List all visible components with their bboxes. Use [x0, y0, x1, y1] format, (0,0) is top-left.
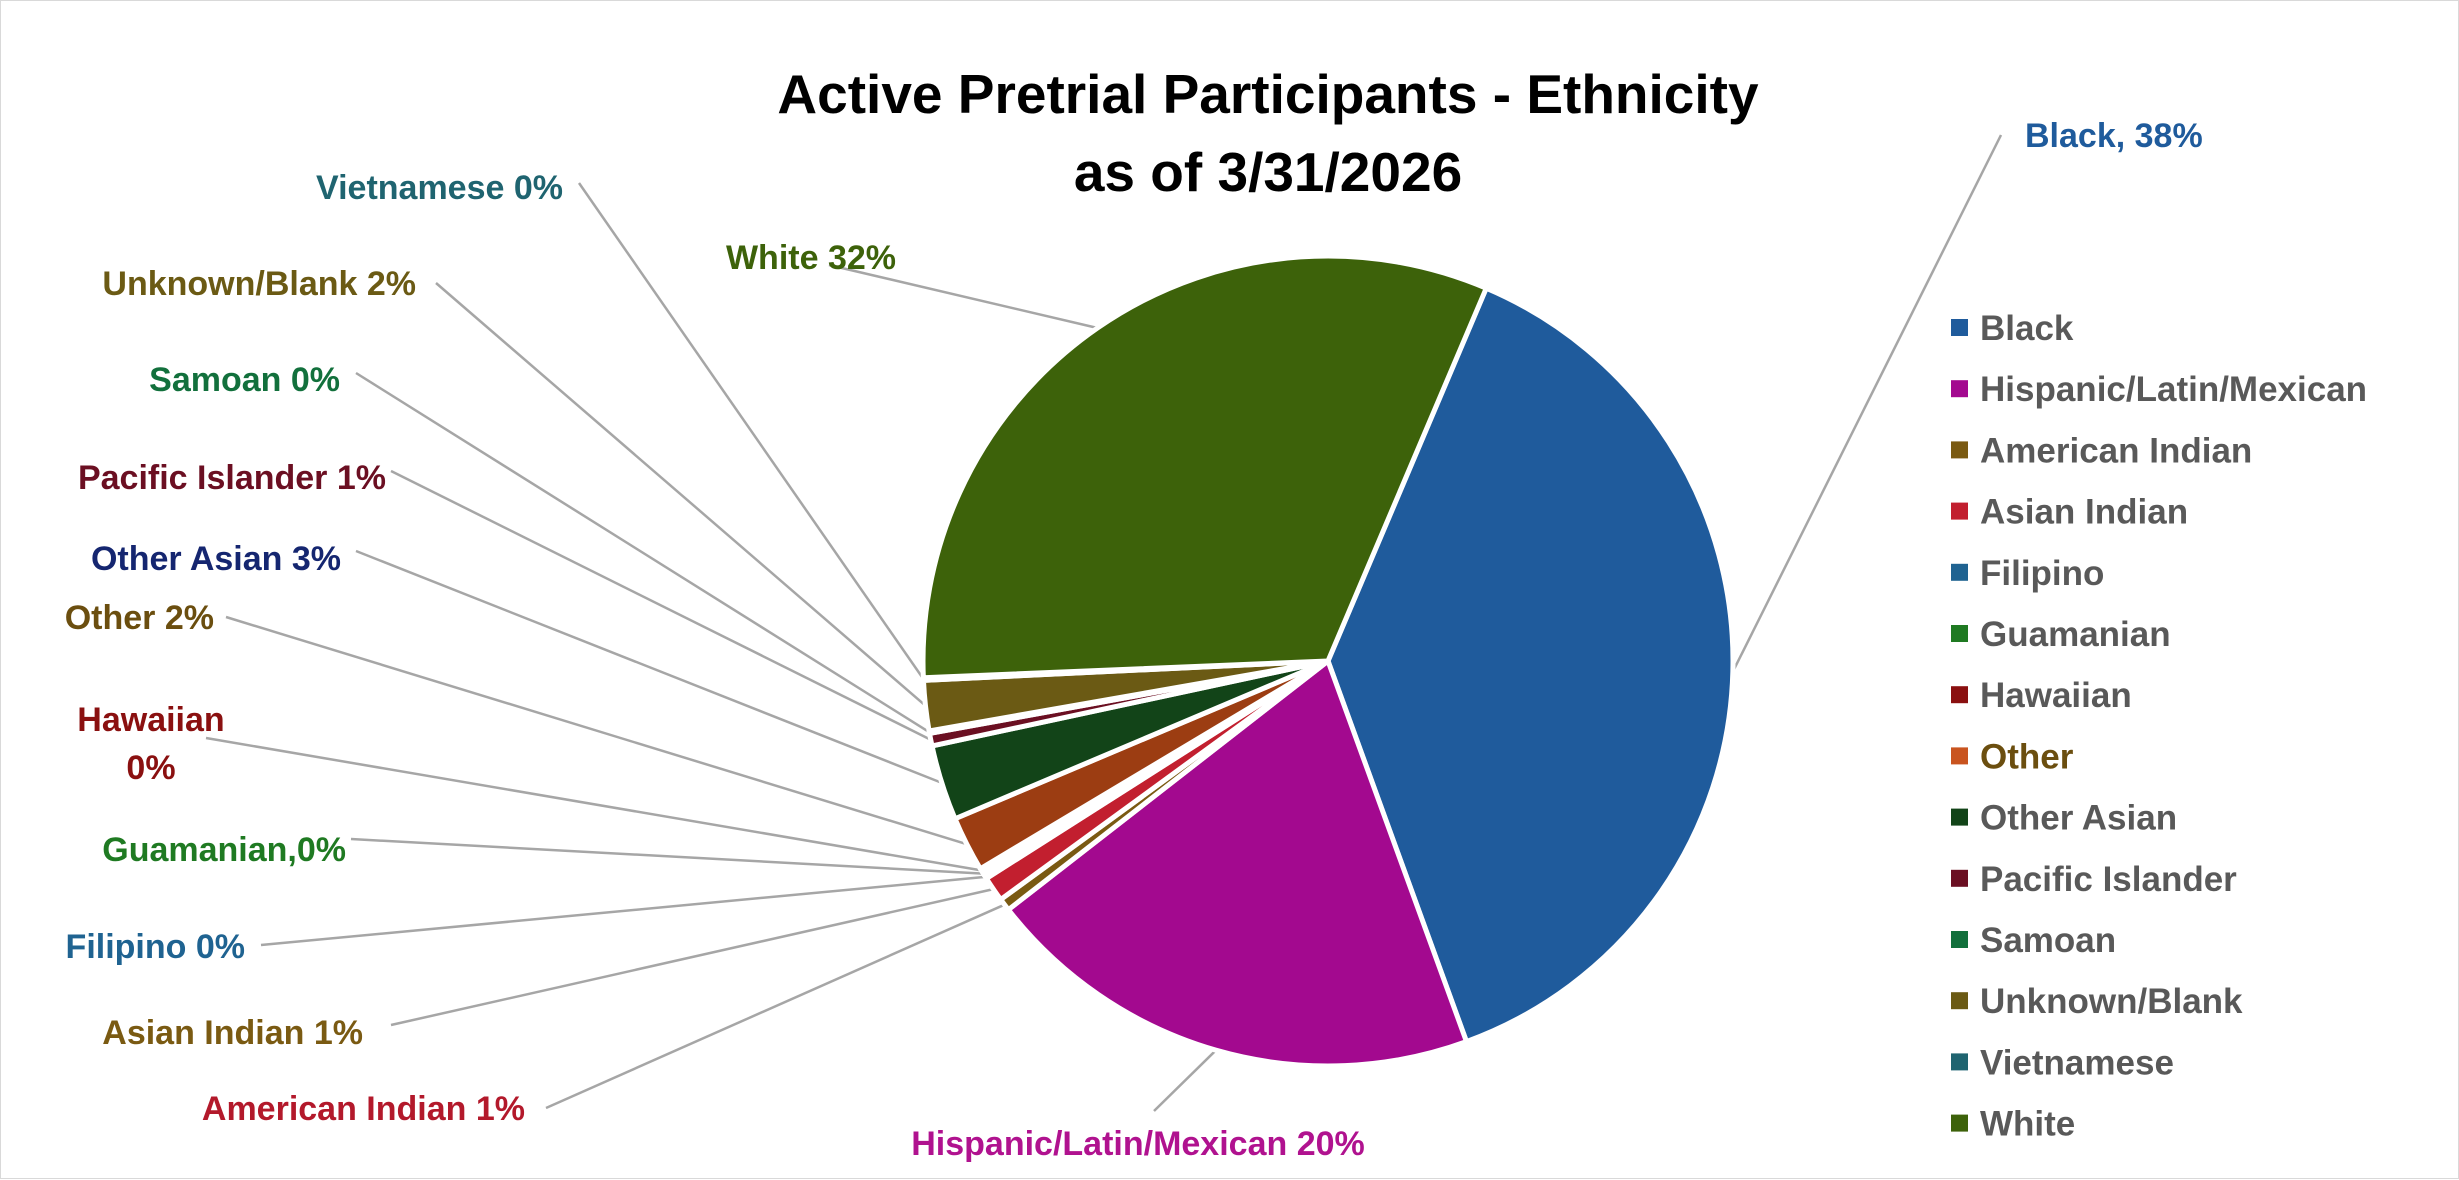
legend-label-black: Black: [1980, 309, 2074, 348]
legend-swatch-filipino: [1951, 563, 1968, 581]
chart-title: Active Pretrial Participants - Ethnicity…: [777, 63, 1759, 203]
data-label-asian-indian: Asian Indian 1%: [102, 1014, 363, 1052]
pie-slices: [920, 253, 1736, 1069]
data-label-guamanian: Guamanian,0%: [102, 831, 346, 869]
leader-line-asian-indian: [390, 887, 994, 1027]
leader-line-guamanian: [350, 837, 984, 875]
data-label-other: Other 2%: [65, 599, 214, 637]
legend-swatch-guamanian: [1951, 625, 1968, 642]
legend-swatch-vietnamese: [1951, 1053, 1968, 1071]
leader-lines: [205, 134, 2003, 1112]
pie-slice-hispanic-latin-mexican: [1005, 658, 1469, 1069]
data-label-unknown-blank: Unknown/Blank 2%: [102, 265, 416, 303]
data-label-american-indian: American Indian 1%: [202, 1090, 525, 1128]
legend-label-unknown-blank: Unknown/Blank: [1980, 982, 2243, 1021]
data-label-vietnamese: Vietnamese 0%: [316, 169, 563, 207]
legend-label-white: White: [1980, 1105, 2075, 1144]
legend-label-asian-indian: Asian Indian: [1980, 493, 2188, 532]
data-labels: Black, 38% Hispanic/Latin/Mexican 20% Amer…: [65, 117, 2203, 1163]
legend-swatch-other-asian: [1951, 808, 1968, 826]
leader-line-american-indian: [545, 903, 1006, 1110]
data-label-black: Black, 38%: [2025, 117, 2203, 155]
legend-label-other-asian: Other Asian: [1980, 799, 2177, 838]
leader-line-filipino: [260, 875, 986, 947]
leader-line-black: [1731, 134, 2003, 673]
legend-label-vietnamese: Vietnamese: [1980, 1043, 2174, 1082]
legend-swatch-asian-indian: [1951, 502, 1968, 520]
leader-line-other: [225, 615, 968, 846]
legend-label-american-indian: American Indian: [1980, 431, 2252, 470]
legend-swatch-unknown-blank: [1951, 992, 1968, 1010]
leader-line-white: [828, 263, 1098, 330]
data-label-line: Hawaiian: [77, 701, 224, 739]
legend-swatch-samoan: [1951, 931, 1968, 948]
chart-title-line-2: as of 3/31/2026: [1074, 141, 1462, 203]
data-label-filipino: Filipino 0%: [66, 928, 245, 966]
leader-line-unknown-blank: [435, 282, 927, 707]
legend-label-filipino: Filipino: [1980, 554, 2104, 593]
legend-swatch-hawaiian: [1951, 686, 1968, 704]
legend-swatch-hispanic-latin-mexican: [1951, 380, 1968, 398]
legend-label-other: Other: [1980, 737, 2074, 776]
leader-line-hawaiian: [205, 736, 982, 872]
data-label-samoan: Samoan 0%: [149, 361, 340, 399]
legend-swatch-black: [1951, 319, 1968, 336]
legend-label-hispanic-latin-mexican: Hispanic/Latin/Mexican: [1980, 370, 2367, 409]
legend-swatch-white: [1951, 1114, 1968, 1132]
leader-line-samoan: [355, 371, 930, 734]
data-label-other-asian: Other Asian 3%: [91, 540, 341, 578]
chart-title-line-1: Active Pretrial Participants - Ethnicity: [777, 63, 1759, 125]
data-label-hispanic-latin-mexican: Hispanic/Latin/Mexican 20%: [911, 1125, 1365, 1163]
legend-swatch-other: [1951, 747, 1968, 765]
leader-line-pacific-islander: [390, 469, 932, 741]
data-label-pacific-islander: Pacific Islander 1%: [78, 459, 386, 497]
leader-line-vietnamese: [577, 182, 925, 680]
data-label-hawaiian: Hawaiian 0%: [77, 701, 224, 787]
data-label-line: 0%: [126, 749, 175, 787]
legend-label-guamanian: Guamanian: [1980, 615, 2171, 654]
data-label-white: White 32%: [726, 239, 896, 277]
leader-line-hispanic-latin-mexican: [1153, 1049, 1217, 1112]
leader-line-other-asian: [355, 549, 943, 785]
legend-label-pacific-islander: Pacific Islander: [1980, 860, 2237, 899]
pie-slice-black: [1325, 285, 1736, 1045]
pie-slice-white: [920, 253, 1489, 681]
legend-label-hawaiian: Hawaiian: [1980, 676, 2132, 715]
legend-swatch-pacific-islander: [1951, 869, 1968, 887]
legend-label-samoan: Samoan: [1980, 921, 2116, 960]
legend: Black Hispanic/Latin/Mexican American Indi…: [1951, 309, 2367, 1144]
legend-swatch-american-indian: [1951, 441, 1968, 459]
